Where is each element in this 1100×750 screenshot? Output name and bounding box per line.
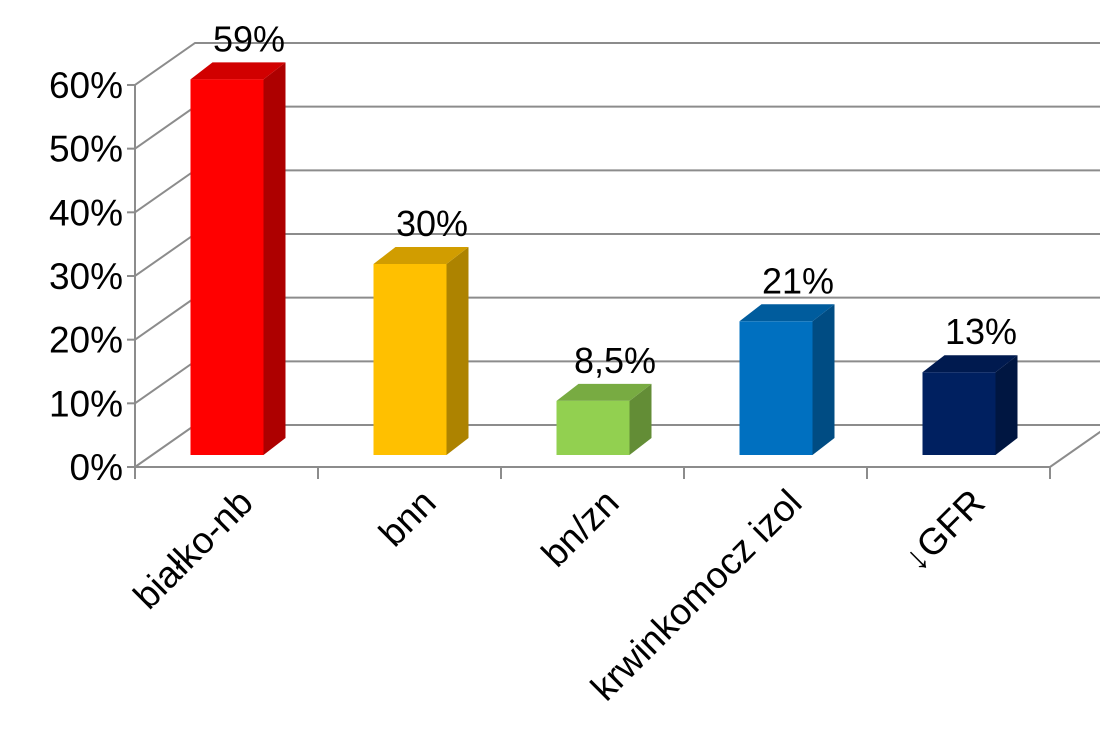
- category-label-0: białko-nb: [125, 482, 260, 617]
- category-label-2: bn/zn: [534, 482, 627, 575]
- bar-top: [373, 246, 469, 264]
- gridline-60: [134, 41, 1100, 86]
- y-tick-label: 30%: [49, 256, 123, 297]
- data-label-2: 8,5%: [574, 340, 656, 381]
- bar-3: [739, 304, 835, 455]
- y-tick-label: 0%: [70, 447, 123, 488]
- y-tick-label: 40%: [49, 192, 123, 233]
- category-label-1: bnn: [371, 482, 444, 555]
- data-label-1: 30%: [396, 203, 468, 244]
- data-labels: 59% 30% 8,5% 21% 13%: [213, 18, 1017, 381]
- category-label-4: ↓GFR: [895, 482, 992, 579]
- bar-1: [373, 246, 469, 455]
- bar-front: [556, 400, 630, 455]
- bar-top: [190, 62, 286, 80]
- bar-side: [812, 304, 835, 455]
- data-label-0: 59%: [213, 18, 285, 59]
- y-tick-label: 50%: [49, 129, 123, 170]
- data-label-4: 13%: [945, 311, 1017, 352]
- bar-front: [739, 321, 813, 455]
- bar-top: [739, 304, 835, 322]
- bar-front: [190, 79, 264, 456]
- bar-side: [995, 355, 1018, 455]
- bar-side: [263, 62, 286, 456]
- bar-0: [190, 62, 286, 456]
- y-tick-label: 20%: [49, 320, 123, 361]
- bar-top: [922, 355, 1018, 373]
- y-tick-label: 60%: [49, 65, 123, 106]
- bar-side: [629, 383, 652, 455]
- bar-side: [446, 246, 469, 455]
- bar-top: [556, 383, 652, 401]
- bar-4: [922, 355, 1018, 455]
- bar-front: [922, 372, 996, 455]
- y-axis-tick-labels: 0% 10% 20% 30% 40% 50% 60%: [49, 65, 123, 488]
- axes: [127, 83, 1100, 479]
- y-tick-label: 10%: [49, 383, 123, 424]
- bars: [190, 62, 1018, 456]
- data-label-3: 21%: [762, 260, 834, 301]
- bar-front: [373, 263, 447, 455]
- bar-2: [556, 383, 652, 455]
